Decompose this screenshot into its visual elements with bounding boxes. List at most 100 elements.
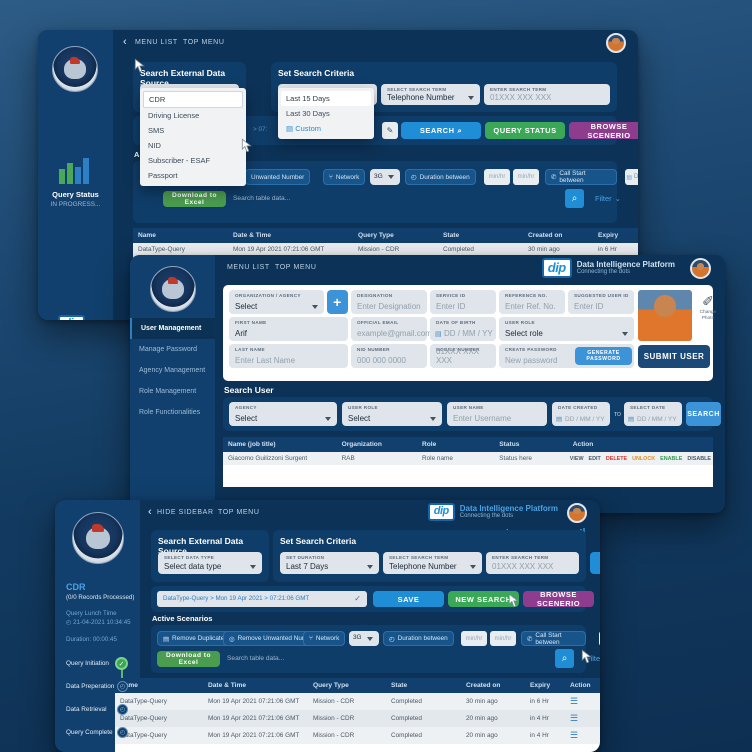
add-organization-button[interactable]: + — [327, 290, 348, 314]
data-type-dropdown[interactable]: CDR Driving License SMS NID Subscriber -… — [140, 88, 246, 186]
download-to-excel-button[interactable]: Download to Excel — [163, 191, 226, 207]
chevron-left-icon[interactable]: ‹ — [148, 506, 152, 518]
dropdown-option[interactable]: Last 30 Days — [286, 109, 330, 118]
user-role-field[interactable]: USER ROLE Select role — [499, 317, 634, 341]
enter-search-term-field[interactable]: ENTER SEARCH TERM 01XXX XXX XXX — [484, 84, 610, 105]
network-select[interactable]: 3G — [370, 169, 400, 185]
dropdown-option[interactable]: Subscriber - ESAF — [148, 156, 211, 165]
saved-query-chip[interactable]: DataType-Query > Mon 19 Apr 2021 > 07:21… — [157, 591, 367, 607]
duration-min-input-1[interactable]: min/hr — [461, 631, 487, 646]
organization-agency-field[interactable]: ORGANIZATION / AGENCY Select — [229, 290, 324, 314]
date-created-field[interactable]: DATE CREATED ▤ DD / MM / YY — [552, 402, 610, 426]
edit-square-icon[interactable]: ✎ — [382, 122, 398, 139]
duration-min-input-2[interactable]: min/hr — [490, 631, 516, 646]
table-search-button[interactable]: ⌕ — [555, 649, 574, 668]
select-search-term-field[interactable]: SELECT SEARCH TERM Telephone Number — [381, 84, 480, 105]
official-email-field[interactable]: OFFICIAL EMAIL example@gmail.com — [351, 317, 432, 341]
table-row[interactable]: DataType-Query Mon 19 Apr 2021 07:21:06 G… — [115, 693, 600, 710]
query-status-button[interactable]: QUERY STATUS — [485, 122, 565, 139]
sidebar-item-role-management[interactable]: Role Management — [130, 381, 215, 402]
sidebar-item-role-functionalities[interactable]: Role Functionalities — [130, 402, 215, 423]
table-row[interactable]: DataType-Query Mon 19 Apr 2021 07:21:06 G… — [115, 727, 600, 744]
filter-toggle[interactable]: Filter ⌄ — [595, 194, 621, 203]
table-search-button[interactable]: ⌕ — [565, 189, 584, 208]
action-edit[interactable]: EDIT — [588, 455, 601, 462]
last-name-field[interactable]: LAST NAME Enter Last Name — [229, 344, 348, 368]
top-menu-link[interactable]: TOP MENU — [275, 264, 317, 271]
dropdown-option-highlighted[interactable]: CDR — [143, 91, 243, 108]
avatar[interactable] — [606, 33, 626, 53]
table-row[interactable]: DataType-Query Mon 19 Apr 2021 07:21:06 G… — [115, 710, 600, 727]
username-field[interactable]: USER NAME Enter Username — [447, 402, 547, 426]
set-duration-field[interactable]: SET DURATION Last 7 Days — [280, 552, 379, 574]
row-action-button[interactable]: ☰ — [570, 696, 579, 706]
sidebar-item-manage-password[interactable]: Manage Password — [130, 339, 215, 360]
network-select[interactable]: 3G — [349, 631, 379, 646]
search-button[interactable]: SEARCH ⌕ — [590, 552, 600, 574]
mobile-number-field[interactable]: MOBILE NUMBER 01XXX XXX XXX — [430, 344, 496, 368]
sidebar-item-agency-management[interactable]: Agency Management — [130, 360, 215, 381]
duration-min-input-1[interactable]: min/hr — [484, 169, 510, 185]
duration-dropdown[interactable]: Last 15 Days Last 30 Days ▤ Custom — [278, 88, 374, 139]
menu-list-link[interactable]: MENU LIST — [227, 264, 270, 271]
menu-list-link[interactable]: MENU LIST — [135, 39, 178, 46]
nid-number-field[interactable]: NID NUMBER 000 000 0000 — [351, 344, 427, 368]
browse-scenerio-button[interactable]: BROWSE SCENERIO — [569, 122, 638, 140]
save-button[interactable]: SAVE — [373, 591, 444, 607]
user-role-search-field[interactable]: USER ROLE Select — [342, 402, 442, 426]
call-start-between-chip[interactable]: ✆ Call Start between — [521, 631, 586, 646]
avatar[interactable] — [567, 503, 587, 523]
dropdown-option-custom[interactable]: ▤ Custom — [278, 121, 374, 136]
select-date-field[interactable]: SELECT DATE ▤ DD / MM / YY — [624, 402, 682, 426]
call-start-date-1[interactable]: ▤ D/M/Y — [625, 169, 638, 185]
dropdown-option[interactable]: Driving License — [148, 111, 200, 120]
network-chip[interactable]: ⑂ Network — [323, 169, 366, 185]
dropdown-option[interactable]: NID — [148, 141, 161, 150]
change-photo-button[interactable]: ✐ Change Photo — [695, 293, 721, 322]
suggested-user-id-field[interactable]: SUGGESTED USER ID Enter ID — [568, 290, 634, 314]
download-to-excel-button[interactable]: Download to Excel — [157, 651, 220, 667]
new-search-button[interactable]: NEW SEARCH — [448, 591, 519, 607]
action-disable[interactable]: DISABLE — [687, 455, 711, 462]
duration-between-chip[interactable]: ◴ Duration between — [383, 631, 454, 646]
action-view[interactable]: VIEW — [569, 455, 584, 462]
remove-duplicate-chip[interactable]: ▤ Remove Duplicate — [157, 631, 231, 646]
first-name-field[interactable]: FIRST NAME Arif — [229, 317, 348, 341]
dropdown-option-highlighted[interactable]: Last 15 Days — [281, 91, 371, 106]
enter-search-term-field[interactable]: ENTER SEARCH TERM 01XXX XXX XXX — [486, 552, 579, 574]
remove-unwanted-number-chip[interactable]: Unwanted Number — [245, 169, 311, 185]
table-search-input[interactable]: Search table data... — [233, 195, 290, 202]
browse-scenerio-button[interactable]: BROWSE SCENERIO — [523, 590, 594, 608]
top-menu-link[interactable]: TOP MENU — [218, 509, 260, 516]
search-user-button[interactable]: SEARCH — [686, 402, 721, 426]
select-data-type-field[interactable]: SELECT DATA TYPE Select data type — [158, 552, 262, 574]
reference-no-field[interactable]: REFERENCE NO. Enter Ref. No. — [499, 290, 565, 314]
hide-sidebar-link[interactable]: HIDE SIDEBAR — [157, 509, 214, 516]
chevron-left-icon[interactable]: ‹ — [123, 36, 127, 48]
row-action-button[interactable]: ☰ — [570, 713, 579, 723]
table-search-input[interactable]: Search table data... — [227, 655, 284, 662]
generate-password-button[interactable]: GENERATE PASSWORD — [575, 347, 632, 365]
action-delete[interactable]: DELETE — [605, 455, 628, 462]
duration-min-input-2[interactable]: min/hr — [513, 169, 539, 185]
select-search-term-field[interactable]: SELECT SEARCH TERM Telephone Number — [383, 552, 482, 574]
top-menu-link[interactable]: TOP MENU — [183, 39, 225, 46]
duration-between-chip[interactable]: ◴ Duration between — [405, 169, 476, 185]
action-enable[interactable]: ENABLE — [660, 455, 683, 462]
dropdown-option[interactable]: Passport — [148, 171, 178, 180]
submit-user-button[interactable]: SUBMIT USER — [638, 345, 710, 368]
designation-field[interactable]: DESIGNATION Enter Designation — [351, 290, 427, 314]
search-button[interactable]: SEARCH ⌕ — [401, 122, 481, 139]
network-chip[interactable]: ⑂ Network — [303, 631, 346, 646]
date-of-birth-field[interactable]: DATE OF BIRTH DD / MM / YY ▤ — [430, 317, 496, 341]
call-start-between-chip[interactable]: ✆ Call Start between — [545, 169, 617, 185]
agency-field[interactable]: AGENCY Select — [229, 402, 337, 426]
dropdown-option[interactable]: SMS — [148, 126, 165, 135]
avatar[interactable] — [690, 258, 711, 279]
filter-toggle[interactable]: Filter ⌄ — [586, 654, 600, 663]
remove-unwanted-number-chip[interactable]: ◎ Remove Unwanted Number — [223, 631, 323, 646]
table-row[interactable]: Giacomo Guilizzoni Surgent RAB Role name… — [223, 452, 713, 465]
row-action-button[interactable]: ☰ — [570, 730, 579, 740]
sidebar-item-user-management[interactable]: User Management — [130, 318, 215, 339]
service-id-field[interactable]: SERVICE ID Enter ID — [430, 290, 496, 314]
